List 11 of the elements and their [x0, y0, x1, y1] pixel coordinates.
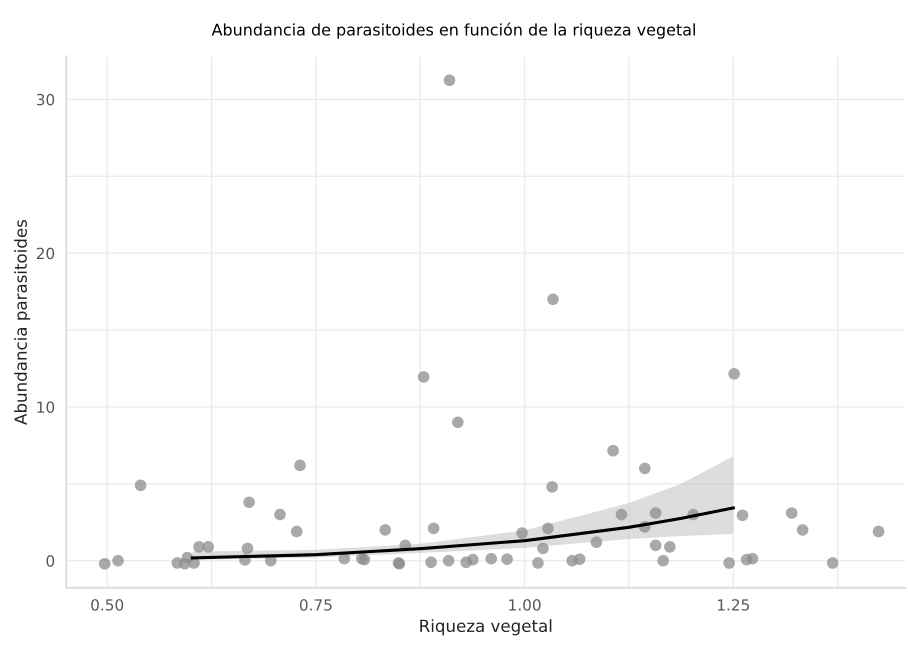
x-tick-label: 1.25 [718, 599, 749, 611]
chart-title: Abundancia de parasitoides en función de la riqueza vegetal [212, 22, 695, 39]
y-tick-label: 10 [37, 401, 54, 413]
y-tick-label: 0 [46, 555, 54, 567]
y-tick-label: 30 [36, 94, 54, 106]
y-axis-title: Abundancia parasitoides [14, 220, 30, 425]
x-tick-label: 1.00 [509, 599, 541, 611]
y-tick-label: 20 [36, 248, 54, 260]
x-tick-label: 0.50 [91, 599, 124, 611]
x-tick-label: 0.75 [300, 599, 332, 611]
x-axis-title: Riqueza vegetal [420, 619, 552, 636]
